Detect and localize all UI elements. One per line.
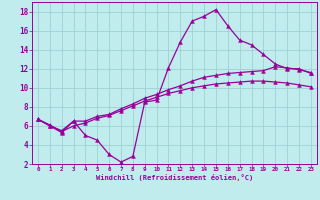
X-axis label: Windchill (Refroidissement éolien,°C): Windchill (Refroidissement éolien,°C)	[96, 174, 253, 181]
